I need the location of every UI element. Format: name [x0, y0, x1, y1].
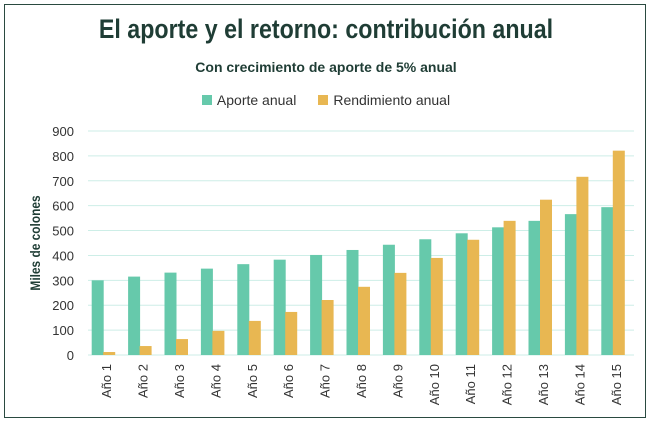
y-tick-label: 800 — [52, 149, 74, 164]
bar-rendimiento — [503, 220, 516, 355]
y-tick-label: 600 — [52, 199, 74, 214]
bar-rendimiento — [176, 339, 188, 355]
y-tick-label: 500 — [52, 224, 74, 239]
bar-aporte — [128, 276, 141, 355]
bar-rendimiento — [103, 352, 116, 355]
chart-subtitle: Con crecimiento de aporte de 5% anual — [195, 59, 457, 75]
legend-label: Rendimiento anual — [333, 92, 451, 108]
legend-item-aporte: Aporte anual — [201, 92, 297, 108]
bar-rendimiento — [394, 272, 407, 355]
bar-rendimiento — [139, 346, 152, 355]
bar-aporte — [346, 249, 359, 355]
legend: Aporte anual Rendimiento anual — [0, 92, 652, 108]
x-tick-label: Año 4 — [208, 364, 223, 398]
x-tick-label: Año 13 — [536, 364, 551, 405]
y-tick-label: 0 — [67, 348, 74, 363]
x-tick-label: Año 5 — [245, 364, 260, 398]
bar-aporte — [564, 214, 577, 355]
x-tick-label: Año 10 — [427, 364, 442, 405]
bar-rendimiento — [540, 199, 552, 355]
legend-label: Aporte anual — [216, 92, 297, 108]
chart-title: El aporte y el retorno: contribución anu… — [98, 14, 554, 44]
x-tick-label: Año 14 — [572, 364, 587, 405]
x-tick-label: Año 9 — [390, 364, 405, 398]
legend-swatch-aporte — [201, 95, 212, 105]
y-tick-label: 400 — [52, 248, 74, 263]
bar-rendimiento — [612, 150, 625, 355]
x-tick-label: Año 7 — [318, 364, 333, 398]
x-tick-label: Año 8 — [354, 364, 369, 398]
legend-swatch-rendimiento — [318, 95, 329, 105]
bar-rendimiento — [248, 320, 261, 355]
bar-aporte — [382, 244, 395, 355]
y-tick-label: 200 — [52, 298, 74, 313]
bar-aporte — [91, 280, 104, 355]
bar-rendimiento — [467, 239, 480, 355]
bar-rendimiento — [285, 311, 298, 355]
bar-aporte — [419, 239, 432, 355]
x-tick-label: Año 2 — [136, 364, 151, 398]
bar-aporte — [455, 233, 468, 355]
x-tick-label: Año 11 — [463, 364, 478, 404]
x-tick-label: Año 15 — [609, 364, 624, 405]
bar-aporte — [492, 227, 505, 355]
y-tick-label: 900 — [52, 124, 74, 139]
y-tick-label: 300 — [52, 273, 74, 288]
bar-aporte — [273, 259, 286, 355]
x-tick-label: Año 6 — [281, 364, 296, 398]
y-tick-label: 100 — [52, 323, 74, 338]
bar-rendimiento — [358, 286, 370, 355]
bar-aporte — [310, 254, 323, 355]
x-tick-label: Año 12 — [500, 364, 515, 405]
bar-rendimiento — [430, 257, 443, 355]
bar-aporte — [237, 264, 250, 355]
bar-aporte — [528, 220, 541, 355]
bar-rendimiento — [321, 299, 334, 355]
bar-rendimiento — [576, 176, 589, 355]
bar-rendimiento — [212, 330, 225, 355]
bar-aporte — [200, 268, 213, 355]
x-tick-label: Año 1 — [99, 364, 114, 398]
legend-item-rendimiento: Rendimiento anual — [318, 92, 450, 108]
y-tick-label: 700 — [52, 174, 74, 189]
x-tick-label: Año 3 — [172, 364, 187, 398]
y-axis-label: Miles de colones — [27, 195, 43, 290]
bar-aporte — [164, 272, 177, 355]
bar-aporte — [601, 207, 614, 355]
